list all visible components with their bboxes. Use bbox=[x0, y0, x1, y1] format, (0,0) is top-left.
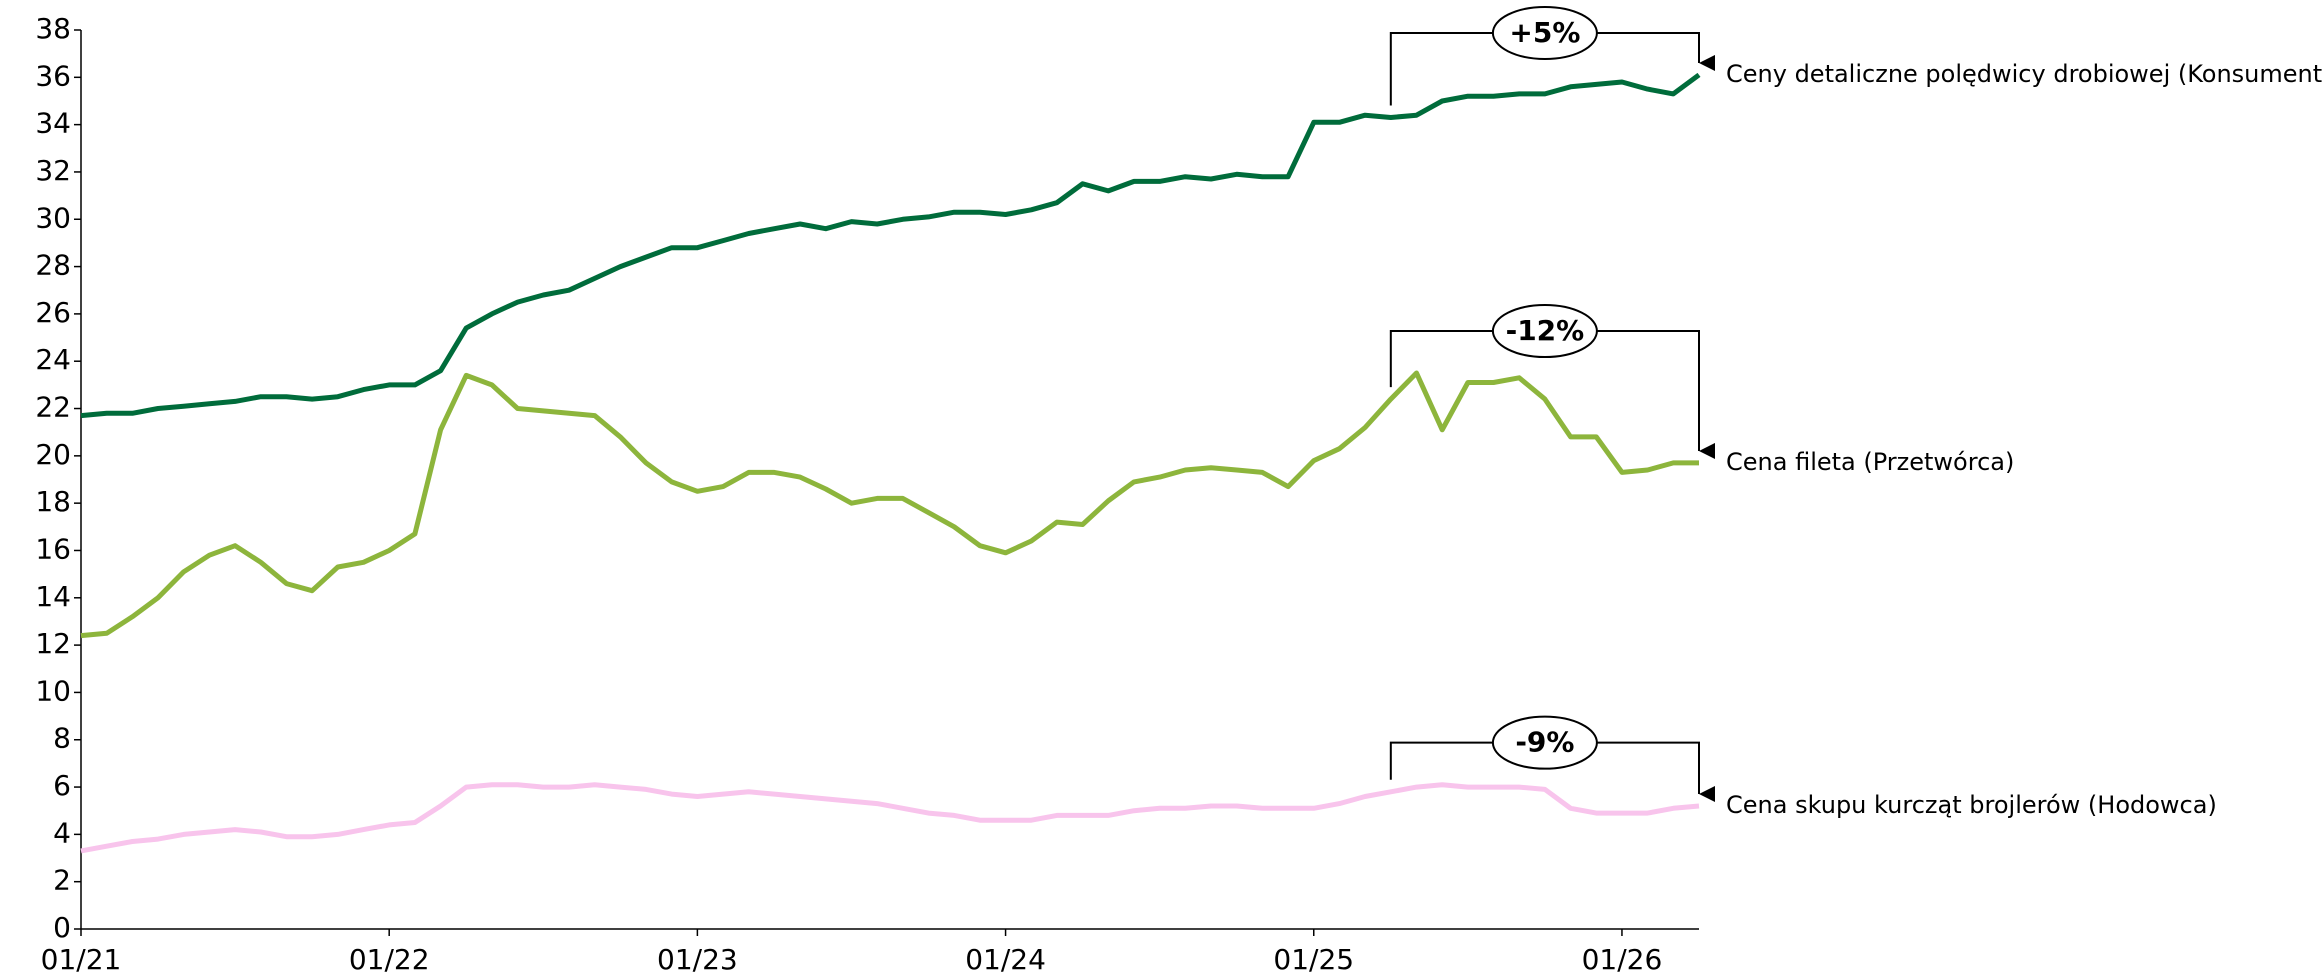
series-label: Ceny detaliczne polędwicy drobiowej (Kon… bbox=[1726, 60, 2323, 88]
y-tick-label: 0 bbox=[53, 911, 71, 944]
y-tick-label: 14 bbox=[35, 580, 71, 613]
series-line bbox=[80, 72, 1701, 419]
y-tick-label: 36 bbox=[35, 59, 71, 92]
y-tick-label: 16 bbox=[35, 532, 71, 565]
change-label: -12% bbox=[1506, 314, 1585, 347]
y-tick-label: 6 bbox=[53, 769, 71, 802]
x-tick-label: 01/23 bbox=[657, 943, 738, 976]
change-label: +5% bbox=[1509, 16, 1580, 49]
y-tick-label: 18 bbox=[35, 485, 71, 518]
series-label: Cena fileta (Przetwórca) bbox=[1726, 448, 2014, 476]
y-tick-label: 4 bbox=[53, 816, 71, 849]
y-tick-label: 10 bbox=[35, 674, 71, 707]
x-tick-label: 01/26 bbox=[1582, 943, 1663, 976]
y-tick-label: 8 bbox=[53, 722, 71, 755]
series-line bbox=[80, 370, 1699, 639]
change-bubble bbox=[1491, 304, 1598, 359]
y-tick-label: 28 bbox=[35, 249, 71, 282]
y-tick-label: 12 bbox=[35, 627, 71, 660]
y-tick-label: 32 bbox=[35, 154, 71, 187]
y-tick-label: 34 bbox=[35, 107, 71, 140]
change-bubble bbox=[1491, 715, 1598, 770]
y-tick-label: 22 bbox=[35, 391, 71, 424]
y-tick-label: 20 bbox=[35, 438, 71, 471]
series-line bbox=[80, 782, 1700, 854]
y-tick-label: 24 bbox=[35, 343, 71, 376]
series-label: Cena skupu kurcząt brojlerów (Hodowca) bbox=[1726, 791, 2217, 819]
x-tick-label: 01/21 bbox=[41, 943, 122, 976]
y-tick-label: 2 bbox=[53, 864, 71, 897]
change-bubble bbox=[1491, 5, 1598, 60]
y-tick-label: 38 bbox=[35, 12, 71, 45]
x-tick-label: 01/24 bbox=[965, 943, 1046, 976]
change-label: -9% bbox=[1515, 726, 1574, 759]
x-tick-label: 01/22 bbox=[349, 943, 430, 976]
x-tick-label: 01/25 bbox=[1273, 943, 1354, 976]
y-tick-label: 30 bbox=[35, 201, 71, 234]
y-tick-label: 26 bbox=[35, 296, 71, 329]
